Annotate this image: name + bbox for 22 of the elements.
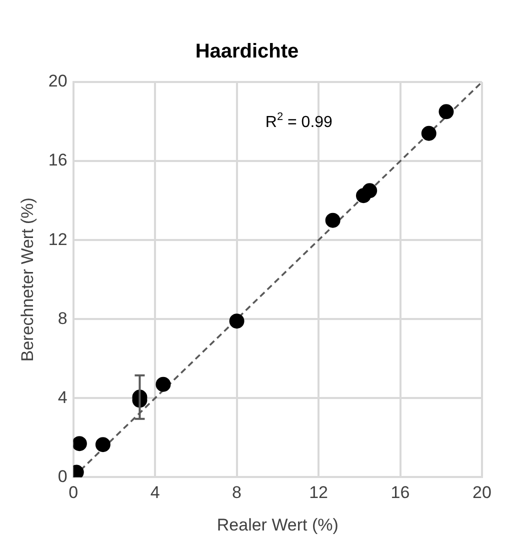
y-axis-title: Berechneter Wert (%) <box>18 198 37 362</box>
x-tick-label: 12 <box>309 483 328 502</box>
point <box>325 212 340 228</box>
point <box>229 314 244 329</box>
point <box>421 126 436 141</box>
point <box>73 436 87 452</box>
x-tick-label: 4 <box>150 483 160 502</box>
point <box>95 437 110 452</box>
x-tick-label: 16 <box>390 483 410 502</box>
x-tick-label: 8 <box>232 483 242 502</box>
y-tick-label: 20 <box>48 72 68 91</box>
x-axis-title: Realer Wert (%) <box>216 515 338 534</box>
point <box>362 183 378 198</box>
y-tick-label: 0 <box>58 466 68 486</box>
y-tick-label: 12 <box>48 230 68 249</box>
x-tick-label: 20 <box>472 483 492 502</box>
chart-title: Haardichte <box>195 40 299 63</box>
y-tick-label: 4 <box>58 388 68 407</box>
y-tick-label: 16 <box>48 150 68 170</box>
point <box>156 376 171 392</box>
y-tick-label: 8 <box>58 308 68 328</box>
point <box>438 104 454 120</box>
